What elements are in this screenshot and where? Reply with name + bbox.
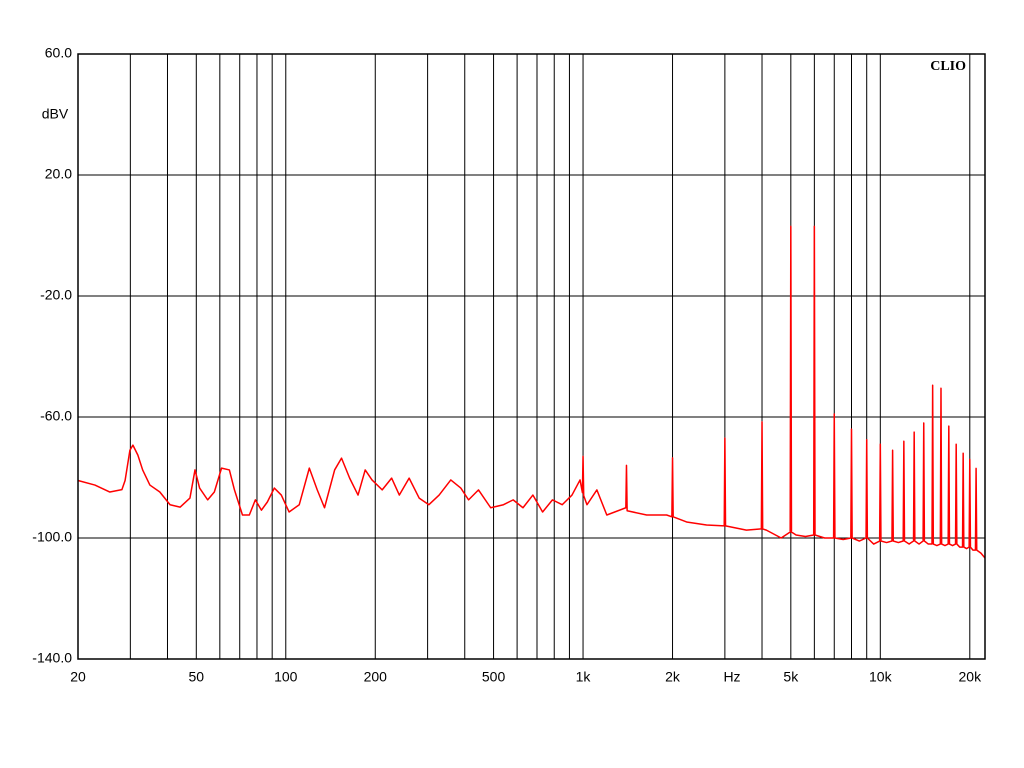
x-tick-label: 100: [274, 669, 298, 685]
watermark: CLIO: [930, 59, 966, 74]
x-tick-label: 500: [482, 669, 506, 685]
y-tick-label: -60.0: [40, 408, 72, 424]
x-tick-label: 10k: [869, 669, 893, 685]
x-tick-label: 5k: [783, 669, 799, 685]
x-axis-label: Hz: [723, 669, 740, 685]
y-tick-label: 60.0: [45, 45, 72, 61]
x-tick-label: 20k: [959, 669, 983, 685]
x-tick-label: 2k: [665, 669, 681, 685]
series-line: [77, 225, 986, 559]
x-tick-label: 20: [70, 669, 86, 685]
y-tick-label: -140.0: [32, 650, 72, 666]
y-tick-label: -100.0: [32, 529, 72, 545]
x-tick-label: 50: [189, 669, 205, 685]
plot-frame: [77, 53, 986, 660]
y-tick-label: 20.0: [45, 166, 72, 182]
y-axis-label: dBV: [42, 106, 69, 122]
y-tick-label: -20.0: [40, 287, 72, 303]
x-tick-label: 1k: [576, 669, 592, 685]
x-tick-label: 200: [364, 669, 388, 685]
